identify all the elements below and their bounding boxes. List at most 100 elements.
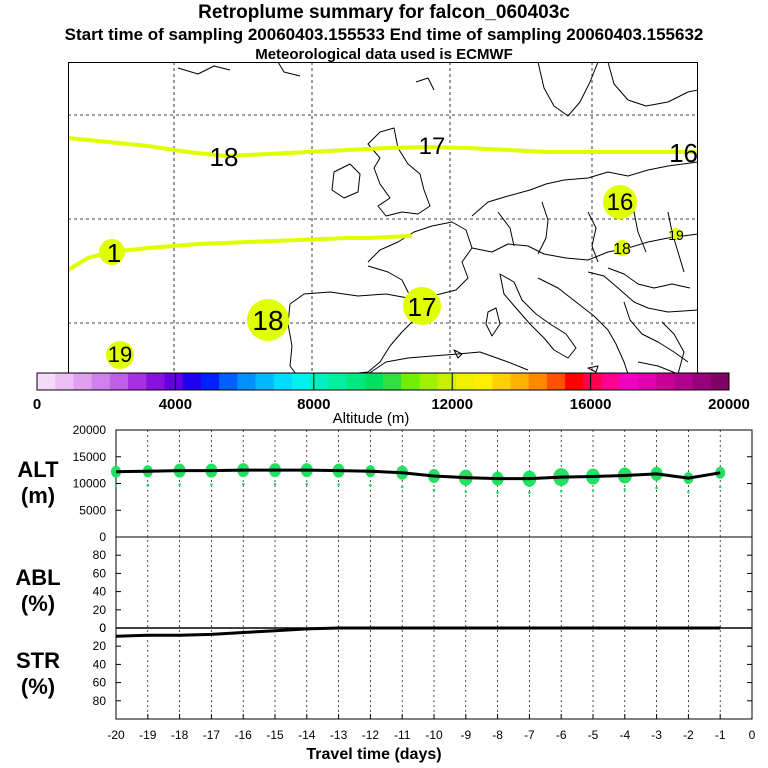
colorbar-swatch <box>146 373 165 390</box>
altitude-line <box>115 468 721 481</box>
altitude-spread-dot <box>369 483 372 487</box>
x-tick-label: -9 <box>460 728 471 742</box>
colorbar-swatch <box>55 373 74 390</box>
map-coastline <box>471 161 698 217</box>
colorbar-swatch <box>237 373 256 390</box>
cluster-day-label: 19 <box>668 227 684 243</box>
plume-cluster-marker <box>247 299 289 341</box>
colorbar-swatch <box>637 373 657 390</box>
y-tick-label: 60 <box>93 566 107 580</box>
colorbar-swatch <box>219 373 238 390</box>
altitude-spread-dot <box>146 483 150 487</box>
altitude-spread-dot <box>210 483 213 486</box>
sampling-times: Start time of sampling 20060403.155533 E… <box>64 25 704 44</box>
altitude-spread-dot <box>400 485 404 489</box>
colorbar-tick-label: 4000 <box>159 396 192 413</box>
y-tick-label: 10000 <box>73 477 107 491</box>
met-data-note: Meteorological data used is ECMWF <box>255 46 513 63</box>
x-tick-label: -19 <box>139 728 157 742</box>
altitude-spread-dot <box>464 490 468 493</box>
colorbar-swatch <box>310 373 329 390</box>
plume-cluster-marker <box>614 240 630 256</box>
colorbar-tick-label: 20000 <box>708 396 750 413</box>
x-tick-label: -5 <box>588 728 599 742</box>
panel-axis-label: STR <box>16 648 60 673</box>
panel-axis-label: (m) <box>21 483 55 508</box>
cluster-day-label: 18 <box>613 241 631 258</box>
y-tick-label: 80 <box>93 694 107 708</box>
colorbar-swatch <box>200 373 220 390</box>
map-grid <box>68 62 698 374</box>
x-tick-label: -3 <box>651 728 662 742</box>
colorbar-swatch <box>601 373 621 390</box>
map-coastline <box>485 307 501 337</box>
plume-cluster-marker <box>403 287 441 325</box>
map-tracks <box>68 136 698 369</box>
altitude-spread-dot <box>241 482 245 486</box>
colorbar-swatch <box>164 373 184 390</box>
colorbar-swatch <box>291 373 311 390</box>
colorbar-swatch <box>692 373 712 390</box>
plume-cluster-marker <box>106 341 134 369</box>
x-tick-label: -13 <box>330 728 348 742</box>
altitude-spread-dot <box>432 488 436 492</box>
x-tick-label: -15 <box>266 728 284 742</box>
colorbar-swatch <box>182 373 202 390</box>
map-coastline <box>415 62 698 117</box>
altitude-spread-dot <box>337 483 340 486</box>
map-coastline <box>367 351 529 374</box>
x-tick-label: -8 <box>492 728 503 742</box>
x-tick-label: -7 <box>524 728 535 742</box>
y-tick-label: 0 <box>99 621 106 635</box>
x-tick-label: -17 <box>203 728 221 742</box>
colorbar-axis-label: Altitude (m) <box>333 410 410 427</box>
altitude-spread-dot <box>559 489 563 493</box>
y-tick-label: 20000 <box>73 425 107 437</box>
y-tick-label: 0 <box>99 530 106 544</box>
colorbar-swatch <box>474 373 493 390</box>
colorbar-swatch <box>510 373 530 390</box>
track-day-label: 1 <box>107 238 121 268</box>
map-coastline <box>331 163 361 199</box>
colorbar-swatch <box>328 373 347 390</box>
colorbar-swatch <box>674 373 693 390</box>
map-coastline <box>367 127 431 217</box>
x-tick-label: -16 <box>235 728 253 742</box>
y-tick-label: 20 <box>93 603 107 617</box>
y-tick-label: 80 <box>93 548 107 562</box>
altitude-spread-dot <box>273 482 277 486</box>
y-tick-label: 20 <box>93 639 107 653</box>
x-tick-label: -4 <box>619 728 630 742</box>
altitude-marker <box>111 465 121 478</box>
x-tick-label: -11 <box>394 728 411 742</box>
x-tick-label: -10 <box>425 728 443 742</box>
map-coastline <box>499 273 577 359</box>
altitude-spread-dot <box>178 483 181 486</box>
map-coastline <box>367 221 473 299</box>
altitude-spread-dot <box>305 482 309 486</box>
colorbar-swatch <box>565 373 584 390</box>
altitude-spread-dot <box>623 488 627 491</box>
x-tick-label: -18 <box>171 728 189 742</box>
altitude-spread-dot <box>528 491 531 494</box>
colorbar-swatch <box>583 373 602 390</box>
colorbar-swatch <box>546 373 566 390</box>
cluster-day-label: 19 <box>108 342 132 367</box>
stratospheric-line <box>115 626 721 638</box>
colorbar-tick-label: 16000 <box>570 396 612 413</box>
y-tick-label: 5000 <box>79 503 106 517</box>
colorbar-swatch <box>37 373 56 390</box>
page-title: Retroplume summary for falcon_060403c <box>198 2 570 23</box>
colorbar-swatch <box>492 373 511 390</box>
colorbar-swatch <box>401 373 420 390</box>
y-tick-label: 40 <box>93 657 107 671</box>
time-series-panels: 05000100001500020000ALT(m)020406080ABL(%… <box>15 425 755 763</box>
plume-cluster-marker <box>670 228 682 240</box>
plume-cluster-marker <box>99 239 125 265</box>
colorbar-swatch <box>419 373 439 390</box>
colorbar-swatch <box>91 373 111 390</box>
colorbar-swatch <box>710 373 730 390</box>
y-tick-label: 15000 <box>73 450 107 464</box>
panel-axis-label: ABL <box>15 565 60 590</box>
